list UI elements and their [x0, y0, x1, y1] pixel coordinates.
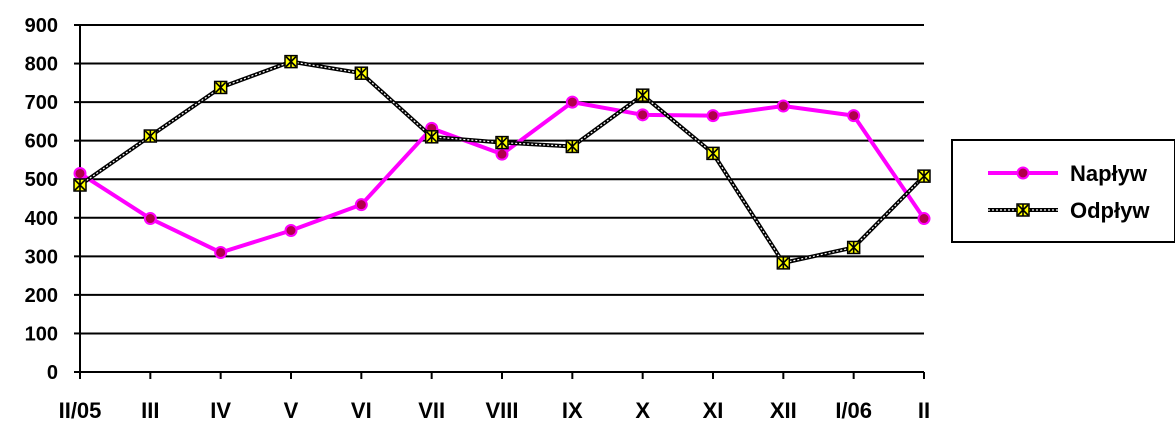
y-tick-label: 400: [25, 208, 58, 230]
data-point: [495, 135, 509, 150]
x-tick-label: VIII: [485, 398, 518, 423]
data-point: [143, 129, 158, 143]
x-tick-label: III: [141, 398, 159, 423]
data-point: [706, 109, 720, 123]
series-odp-yw: [73, 54, 931, 270]
data-point: [73, 178, 87, 192]
data-point: [495, 147, 509, 161]
x-tick-label: IV: [210, 398, 231, 423]
y-tick-label: 100: [25, 323, 58, 345]
y-tick-label: 900: [25, 15, 58, 37]
data-point: [846, 240, 861, 255]
data-point: [354, 198, 368, 212]
data-point: [776, 256, 791, 270]
y-tick-label: 300: [25, 246, 58, 268]
series-line-dots: [79, 61, 925, 264]
y-tick-label: 0: [47, 362, 58, 384]
y-tick-label: 200: [25, 285, 58, 307]
x-tick-label: X: [635, 398, 650, 423]
data-point: [354, 66, 369, 80]
data-point: [917, 212, 931, 226]
y-tick-label: 700: [25, 92, 58, 114]
axes: [74, 24, 925, 379]
y-tick-label: 600: [25, 131, 58, 153]
legend-item: Odpływ: [988, 198, 1150, 223]
x-tick-label: V: [284, 398, 299, 423]
x-tick-label: II/05: [59, 398, 102, 423]
x-tick-labels: II/05 III IV V VI VII VIII IX X XI XII I/06 II: [59, 398, 931, 423]
gridlines: [80, 24, 924, 335]
data-point: [143, 212, 157, 226]
data-point: [706, 146, 720, 161]
data-point: [565, 139, 580, 154]
data-point: [284, 224, 298, 238]
x-tick-label: VI: [351, 398, 372, 423]
data-point: [917, 169, 931, 183]
series-nap-yw: [73, 95, 931, 259]
data-point: [635, 88, 650, 102]
legend-item: Napływ: [988, 161, 1148, 186]
data-point: [213, 80, 228, 95]
data-point: [847, 109, 861, 123]
data-point: [424, 130, 439, 144]
legend-label: Napływ: [1070, 161, 1148, 186]
legend-marker: [1016, 166, 1030, 180]
y-tick-label: 500: [25, 169, 58, 191]
data-point: [214, 245, 228, 259]
x-tick-label: II: [918, 398, 930, 423]
y-tick-label: 800: [25, 54, 58, 76]
series: [73, 54, 931, 270]
data-point: [636, 108, 650, 122]
legend-box: [951, 139, 1175, 243]
y-tick-labels: 0 100 200 300 400 500 600 700 800 900: [25, 15, 58, 384]
x-tick-label: XII: [770, 398, 797, 423]
data-point: [284, 54, 298, 69]
x-tick-label: IX: [562, 398, 583, 423]
x-tick-label: VII: [418, 398, 445, 423]
data-point: [73, 166, 87, 180]
legend-marker: [1016, 203, 1030, 217]
x-tick-label: I/06: [835, 398, 872, 423]
data-point: [565, 95, 579, 109]
series-line-nap-yw: [78, 100, 926, 255]
data-point: [776, 99, 790, 113]
series-line-odp-yw: [78, 59, 926, 265]
legend-label: Odpływ: [1070, 198, 1150, 223]
legend: Napływ Odpływ: [951, 139, 1175, 243]
x-tick-label: XI: [703, 398, 724, 423]
